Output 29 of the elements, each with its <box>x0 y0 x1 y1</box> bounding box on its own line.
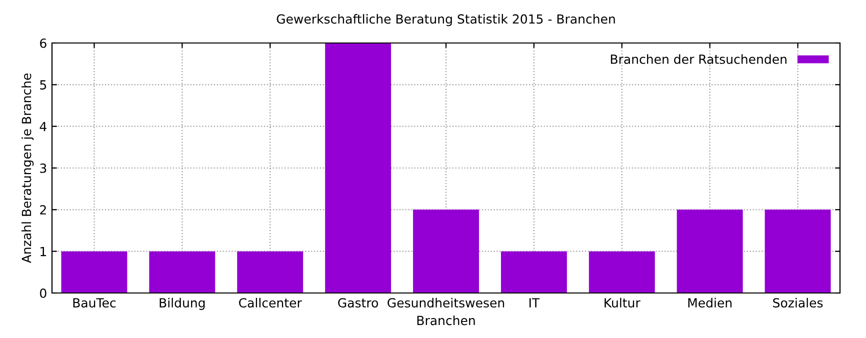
x-axis-title: Branchen <box>417 316 475 326</box>
y-tick-label: 4 <box>40 122 46 132</box>
bar <box>237 251 304 293</box>
x-tick-label: Soziales <box>773 298 823 308</box>
bar <box>676 210 743 293</box>
chart-title: Gewerkschaftliche Beratung Statistik 2015 - Branchen <box>276 14 615 26</box>
y-tick-label: 3 <box>40 163 46 173</box>
bar <box>764 210 831 293</box>
y-tick-label: 2 <box>40 205 46 214</box>
y-tick-label: 5 <box>40 80 46 90</box>
bar <box>149 251 216 293</box>
y-tick-label: 6 <box>40 38 46 48</box>
x-tick-label: Gesundheitswesen <box>388 298 504 308</box>
bar <box>500 251 567 293</box>
bar <box>61 251 128 293</box>
y-axis-title: Anzahl Beratungen je Branche <box>22 74 34 264</box>
y-tick-label: 1 <box>40 246 46 256</box>
x-tick-label: Gastro <box>338 298 378 308</box>
bar <box>413 210 479 293</box>
x-tick-label: Kultur <box>604 298 640 308</box>
x-tick-label: BauTec <box>73 298 116 308</box>
y-tick-label: 0 <box>40 288 46 298</box>
x-tick-label: Callcenter <box>239 298 302 308</box>
x-tick-label: Medien <box>688 298 732 308</box>
legend-label: Branchen der Ratsuchenden <box>610 54 786 64</box>
x-tick-label: IT <box>530 298 540 308</box>
bar <box>325 43 392 293</box>
bar <box>588 251 655 293</box>
x-tick-label: Bildung <box>160 298 205 310</box>
